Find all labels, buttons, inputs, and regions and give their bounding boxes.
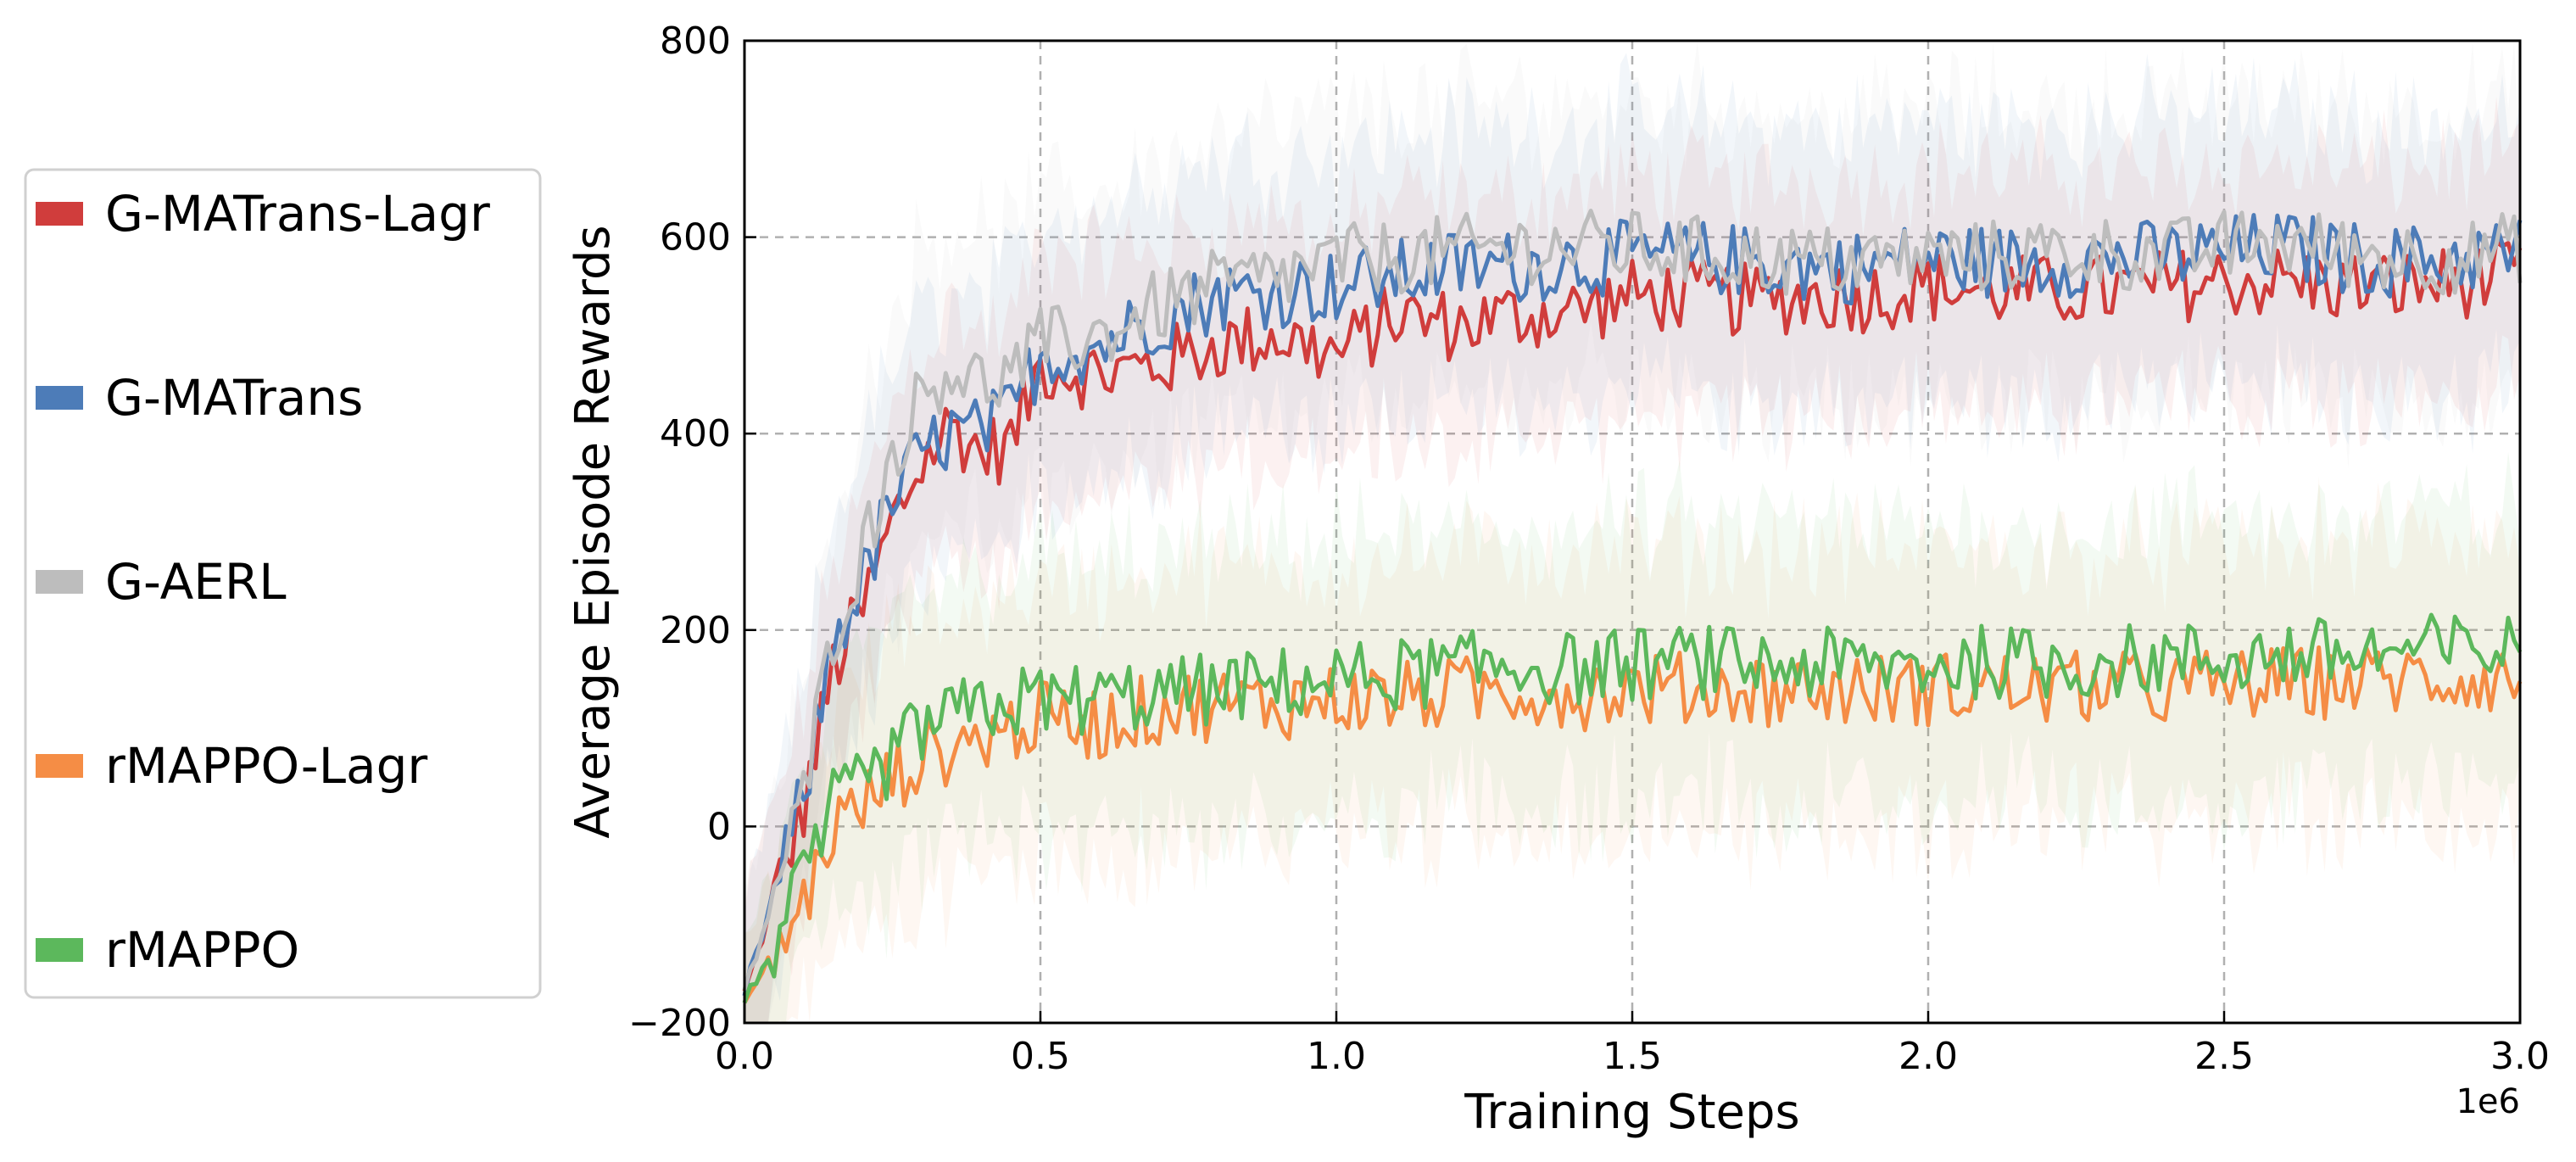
y-tick-label-5: 800 [660,20,731,63]
series-lines [742,209,2523,1004]
line-g-aerl [742,209,2523,991]
x-tick-label-3: 1.5 [1603,1035,1662,1078]
y-tick-label-2: 200 [660,609,731,652]
y-tick-label-0: −200 [628,1002,731,1045]
legend-swatch-rmappo-lagr [36,754,83,778]
legend-label-rmappo: rMAPPO [105,921,299,979]
legend-label-g-matrans: G-MATrans [105,369,363,427]
legend: G-MATrans-Lagr G-MATrans G-AERL rMAPPO-Lagr… [24,168,542,999]
x-tick-label-5: 2.5 [2194,1035,2254,1078]
axis-ticks: 0.0 0.5 1.0 1.5 2.0 2.5 3.0 −200 0 200 400 600 800 [628,20,2550,1078]
legend-swatch-rmappo [36,938,83,962]
x-tick-label-2: 1.0 [1307,1035,1366,1078]
legend-box [24,168,542,999]
band-g-matrans [744,53,2520,1024]
legend-swatch-g-matrans-lagr [36,202,83,226]
y-axis-label: Average Episode Rewards [566,225,621,838]
band-rmappo-lagr [744,476,2520,1023]
confidence-bands [744,42,2520,1024]
legend-label-g-aerl: G-AERL [105,553,287,611]
legend-swatch-g-matrans [36,386,83,410]
line-rmappo [742,612,2523,1004]
x-tick-label-1: 0.5 [1011,1035,1070,1078]
grid-lines [744,41,2520,1023]
band-rmappo [744,451,2520,1023]
legend-label-rmappo-lagr: rMAPPO-Lagr [105,737,427,795]
x-tick-label-4: 2.0 [1899,1035,1958,1078]
x-tick-label-6: 3.0 [2490,1035,2550,1078]
x-tick-label-0: 0.0 [715,1035,774,1078]
line-g-matrans [742,213,2523,997]
y-tick-label-1: 0 [707,805,731,848]
y-tick-label-4: 600 [660,216,731,260]
x-scale-multiplier: 1e6 [2456,1082,2520,1121]
x-axis-label: Training Steps [1464,1085,1799,1140]
legend-label-g-matrans-lagr: G-MATrans-Lagr [105,185,490,243]
legend-swatch-g-aerl [36,570,83,594]
y-tick-label-3: 400 [660,412,731,455]
